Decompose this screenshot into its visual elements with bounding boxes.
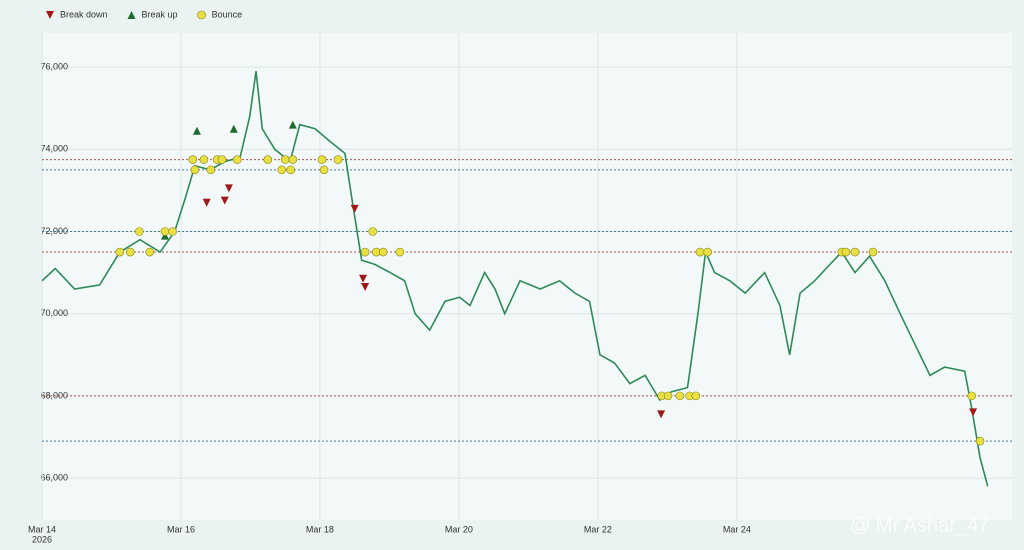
- watermark: @ Mr Ashar_47: [850, 514, 989, 536]
- break-down-marker: [361, 282, 370, 291]
- bounce-marker: [197, 10, 206, 20]
- bounce-marker: [168, 227, 177, 236]
- x-year-label: 2026: [32, 534, 52, 544]
- break-down-marker: [224, 184, 233, 193]
- legend-label: Break up: [142, 9, 178, 19]
- x-tick-label: Mar 22: [584, 524, 612, 534]
- break-down-marker: [657, 410, 666, 419]
- break-up-marker: [127, 11, 136, 19]
- bounce-marker: [378, 247, 388, 257]
- bounce-marker: [188, 155, 198, 164]
- bounce-marker: [967, 391, 976, 401]
- bounce-marker: [286, 165, 296, 175]
- bounce-marker: [663, 391, 673, 401]
- bounce-marker: [841, 247, 851, 257]
- price-line: [41, 71, 989, 487]
- bounce-marker: [691, 391, 701, 401]
- bounce-marker: [695, 247, 705, 257]
- bounce-marker: [280, 155, 290, 164]
- bounce-marker: [277, 165, 287, 175]
- legend-label: Bounce: [212, 9, 243, 19]
- y-tick-label: 76,000: [40, 61, 68, 71]
- break-up-marker: [288, 120, 297, 129]
- bounce-marker: [125, 247, 135, 257]
- y-tick-label: 70,000: [40, 308, 68, 318]
- x-tick-label: Mar 20: [445, 524, 473, 534]
- bounce-marker: [850, 247, 860, 257]
- bounce-marker: [360, 247, 370, 257]
- plot-area: [42, 33, 1012, 520]
- bounce-marker: [206, 165, 216, 175]
- bounce-marker: [217, 155, 227, 164]
- bounce-marker: [199, 155, 209, 164]
- break-up-marker: [229, 124, 238, 133]
- break-down-marker: [969, 408, 978, 417]
- bounce-marker: [368, 227, 378, 236]
- bounce-marker: [333, 155, 343, 164]
- bounce-marker: [115, 247, 125, 257]
- bounce-marker: [134, 227, 144, 236]
- x-tick-label: Mar 14: [28, 524, 56, 534]
- bounce-marker: [703, 247, 712, 257]
- bounce-marker: [675, 391, 685, 401]
- y-tick-label: 68,000: [40, 390, 68, 400]
- y-tick-label: 66,000: [40, 472, 68, 482]
- bounce-marker: [263, 155, 273, 164]
- x-tick-label: Mar 16: [167, 524, 195, 534]
- bounce-marker: [190, 165, 200, 175]
- break-up-marker: [192, 126, 201, 135]
- bounce-marker: [319, 165, 329, 175]
- break-down-marker: [350, 204, 359, 213]
- break-down-marker: [46, 11, 54, 19]
- bounce-marker: [868, 247, 878, 257]
- break-down-marker: [202, 198, 211, 207]
- bounce-marker: [317, 155, 327, 164]
- bounce-marker: [395, 247, 405, 257]
- y-tick-label: 74,000: [40, 144, 68, 154]
- bounce-marker: [160, 227, 170, 236]
- x-tick-label: Mar 18: [306, 524, 334, 534]
- legend-label: Break down: [60, 9, 108, 19]
- bounce-marker: [975, 436, 985, 446]
- bounce-marker: [145, 247, 155, 257]
- x-tick-label: Mar 24: [723, 524, 751, 534]
- break-down-marker: [359, 274, 368, 283]
- break-down-marker: [220, 196, 229, 205]
- y-tick-label: 72,000: [40, 226, 68, 236]
- bounce-marker: [232, 155, 242, 164]
- bounce-marker: [288, 155, 298, 164]
